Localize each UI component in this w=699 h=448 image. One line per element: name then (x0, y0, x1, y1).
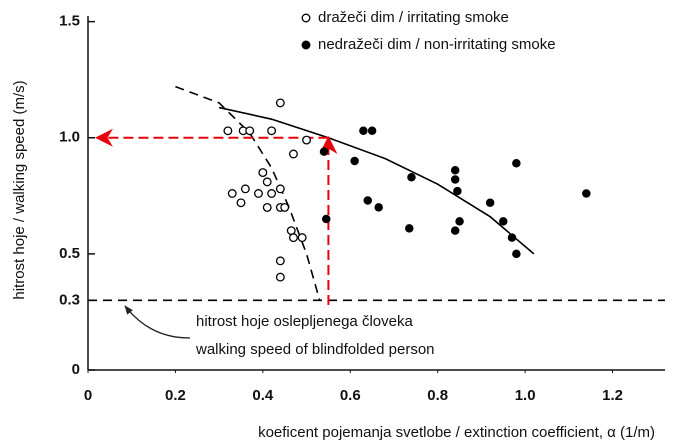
filled-point (485, 198, 495, 208)
x-tick-label: 0.6 (340, 387, 361, 404)
filled-point (512, 249, 521, 259)
y-tick-label: 1.5 (59, 13, 80, 30)
y-tick-label: 0 (72, 361, 80, 378)
x-tick-label: 1.0 (515, 387, 536, 404)
filled-point (321, 214, 331, 224)
filled-point (367, 126, 377, 136)
filled-point (582, 189, 591, 198)
filled-point (450, 175, 460, 184)
filled-point (499, 217, 508, 226)
x-tick-label: 0.8 (427, 387, 448, 404)
filled-point (319, 147, 329, 156)
open-point (262, 202, 272, 212)
curve (175, 85, 321, 301)
legend-label: dražeči dim / irritating smoke (318, 9, 509, 26)
open-point (280, 202, 290, 212)
x-axis-label: koeficent pojemanja svetlobe / extinctio… (258, 424, 655, 441)
open-point (227, 189, 237, 198)
filled-point (512, 159, 521, 168)
filled-point (450, 166, 460, 175)
open-point (262, 177, 272, 187)
open-point (236, 198, 246, 208)
open-point (267, 189, 277, 198)
filled-point (374, 203, 383, 212)
annotation-arrow (124, 305, 191, 339)
filled-point (507, 233, 517, 242)
open-point (275, 184, 285, 194)
open-point (258, 168, 268, 178)
filled-point (455, 217, 464, 226)
y-tick-label: 0.5 (59, 245, 80, 262)
filled-point (363, 196, 373, 205)
legend-marker (301, 40, 311, 50)
legend-marker (301, 13, 311, 23)
open-point (275, 98, 285, 108)
curve (218, 106, 535, 255)
open-point (245, 126, 255, 136)
open-point (302, 135, 312, 145)
open-point (240, 184, 250, 194)
open-point (288, 233, 298, 243)
filled-point (453, 186, 462, 196)
x-tick-label: 0.4 (252, 387, 274, 404)
x-tick-label: 1.2 (602, 387, 623, 404)
y-tick-label: 0.3 (59, 291, 80, 308)
open-point (223, 126, 233, 136)
y-tick-label: 1.0 (59, 129, 80, 146)
open-point (275, 256, 285, 266)
filled-point (450, 226, 460, 235)
open-point (267, 126, 277, 136)
filled-point (350, 156, 359, 166)
annotation: hitrost hoje oslepljenega človeka (196, 313, 413, 330)
legend-label: nedražeči dim / non-irritating smoke (318, 36, 556, 53)
y-axis-label: hitrost hoje / walking speed (m/s) (11, 80, 28, 299)
open-point (254, 189, 263, 198)
x-tick-label: 0 (84, 387, 92, 404)
filled-point (407, 172, 416, 182)
open-point (297, 233, 307, 243)
filled-point (405, 224, 414, 233)
annotation: walking speed of blindfolded person (195, 341, 435, 358)
x-tick-label: 0.2 (165, 387, 186, 404)
open-point (275, 272, 285, 282)
filled-point (359, 126, 368, 136)
open-point (288, 149, 298, 159)
